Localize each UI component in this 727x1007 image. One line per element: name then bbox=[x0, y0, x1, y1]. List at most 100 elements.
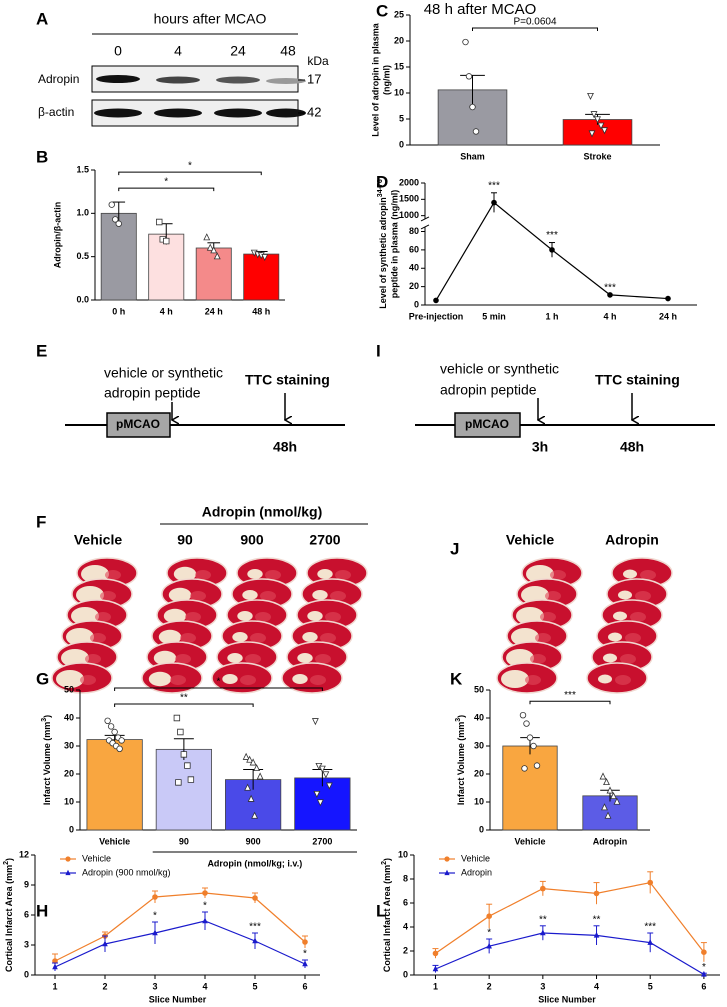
significance-bracket bbox=[472, 27, 598, 32]
brain-core bbox=[325, 612, 341, 622]
infarct-area bbox=[608, 632, 622, 642]
y-tick-label: 6 bbox=[403, 897, 408, 907]
legend-marker bbox=[444, 869, 450, 876]
x-axis-label: Adropin (nmol/kg; i.v.) bbox=[207, 858, 302, 868]
group-label: Vehicle bbox=[74, 532, 122, 548]
y-tick-label: 60 bbox=[409, 244, 419, 254]
y-tick-label: 4 bbox=[403, 921, 408, 931]
data-point bbox=[256, 772, 264, 780]
infarct-area bbox=[148, 671, 172, 687]
y-tick-label: 0.5 bbox=[76, 251, 89, 261]
brain-core bbox=[85, 654, 101, 664]
band bbox=[154, 108, 202, 118]
data-point bbox=[647, 879, 654, 886]
x-tick-label: 2 bbox=[102, 981, 107, 991]
group-label: 900 bbox=[240, 532, 264, 548]
superscript: 2 bbox=[3, 861, 10, 865]
infarct-area bbox=[598, 674, 612, 684]
data-point bbox=[112, 216, 119, 223]
y-tick-label: 0.0 bbox=[76, 294, 89, 304]
band bbox=[266, 108, 306, 118]
infarct-area bbox=[168, 587, 192, 603]
text-part: ) bbox=[42, 715, 52, 718]
x-tick-label: 0 h bbox=[112, 306, 125, 316]
y-tick-label: 40 bbox=[409, 263, 419, 273]
text-part: ) bbox=[456, 715, 466, 718]
x-tick-label: Vehicle bbox=[99, 836, 130, 846]
data-point bbox=[104, 717, 111, 724]
bar bbox=[562, 119, 633, 146]
y-tick-label: 0 bbox=[24, 969, 29, 979]
band bbox=[156, 76, 200, 84]
data-point bbox=[433, 297, 439, 304]
significance-bracket bbox=[529, 700, 611, 705]
y-tick-label: 30 bbox=[474, 740, 484, 750]
data-point bbox=[549, 247, 555, 253]
brain-core bbox=[185, 612, 201, 622]
brain-core bbox=[90, 633, 106, 643]
group-header: Adropin (nmol/kg) bbox=[202, 504, 323, 520]
y-axis-label: Level of synthetic adropin34-76 bbox=[377, 179, 389, 309]
brain-core bbox=[320, 633, 336, 643]
brain-core bbox=[545, 591, 561, 601]
infarct-area bbox=[297, 653, 313, 663]
legend-label: Vehicle bbox=[461, 853, 490, 863]
data-point bbox=[432, 965, 439, 972]
y-tick-label: 20 bbox=[394, 35, 404, 45]
treatment-label: vehicle or synthetic bbox=[104, 365, 223, 381]
data-point bbox=[318, 765, 326, 773]
significance-label: * bbox=[702, 962, 706, 973]
data-point bbox=[607, 292, 613, 298]
treatment-label: vehicle or synthetic bbox=[440, 361, 559, 377]
lane-label: 24 bbox=[230, 43, 246, 59]
y-tick-label: 0 bbox=[479, 824, 484, 834]
infarct-area bbox=[302, 632, 318, 642]
bar bbox=[294, 777, 351, 831]
y-tick-label: 20 bbox=[409, 281, 419, 291]
brain-core bbox=[80, 675, 96, 685]
brain-core bbox=[190, 591, 206, 601]
chart-title: 48 h after MCAO bbox=[424, 1, 537, 18]
data-point bbox=[213, 252, 221, 260]
significance-label: ** bbox=[539, 914, 547, 925]
bar bbox=[582, 795, 638, 831]
legend-marker bbox=[65, 869, 71, 876]
data-point bbox=[701, 970, 707, 977]
panel-letter: F bbox=[36, 512, 46, 531]
y-axis-label: Infarct Volume (mm3) bbox=[455, 715, 467, 805]
legend-marker bbox=[65, 856, 71, 862]
brain-core bbox=[525, 675, 541, 685]
bar bbox=[502, 745, 558, 831]
bar bbox=[243, 253, 280, 301]
axis-break bbox=[420, 216, 430, 222]
text-part: ) bbox=[4, 858, 14, 861]
text-part: Cortical Infarct Area (mm bbox=[4, 865, 14, 972]
band bbox=[214, 108, 262, 118]
data-point bbox=[311, 718, 319, 726]
data-point bbox=[156, 218, 163, 226]
infarct-area bbox=[247, 569, 263, 579]
group-label: 90 bbox=[177, 532, 193, 548]
infarct-area bbox=[603, 653, 617, 663]
bar bbox=[148, 233, 185, 301]
time-label: 48h bbox=[620, 439, 644, 455]
data-point bbox=[246, 755, 254, 763]
data-point bbox=[432, 950, 439, 957]
y-tick-label: 10 bbox=[64, 796, 74, 806]
y-tick-label: 0 bbox=[414, 299, 419, 309]
bar bbox=[86, 739, 143, 831]
data-point bbox=[647, 939, 654, 945]
data-point bbox=[163, 237, 170, 245]
data-point bbox=[526, 734, 534, 741]
data-point bbox=[108, 201, 115, 208]
brain-core bbox=[175, 654, 191, 664]
data-point bbox=[469, 103, 476, 111]
data-point bbox=[325, 782, 333, 790]
y-tick-label: 40 bbox=[64, 712, 74, 722]
infarct-area bbox=[613, 611, 627, 621]
text-part: Cortical Infarct Area (mm bbox=[382, 865, 392, 972]
data-point bbox=[115, 220, 122, 227]
data-point bbox=[206, 243, 214, 251]
infarct-area bbox=[153, 650, 177, 666]
brain-core bbox=[615, 675, 631, 685]
